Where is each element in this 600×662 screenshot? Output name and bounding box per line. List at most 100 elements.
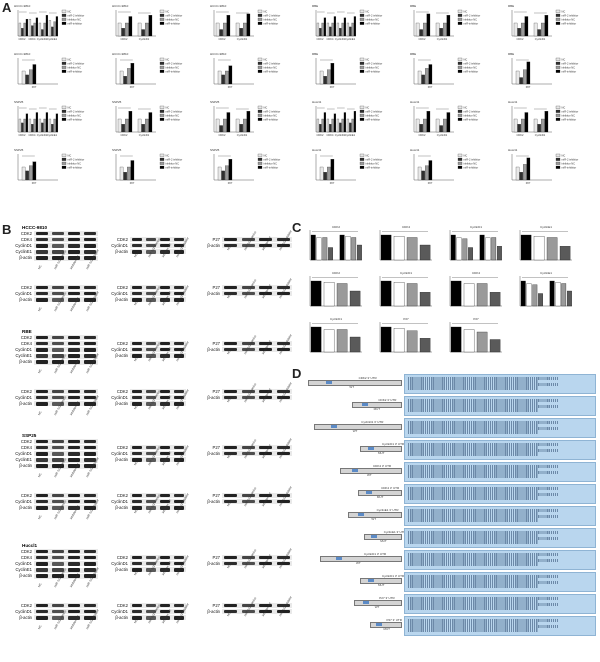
blot-band [224, 285, 238, 290]
blot-band [145, 609, 157, 614]
panel-a-legend-label: miR-inhibitor [366, 117, 381, 121]
panel-a-bar [446, 15, 451, 37]
panel-a-bar [51, 124, 54, 133]
panel-a-bar [38, 118, 42, 133]
mid-small-blot-strip [130, 285, 186, 290]
left-small-blot-strip [34, 297, 98, 303]
blot-band [83, 609, 97, 614]
sequence-line [408, 420, 558, 424]
panel-a-legend-label: miR-inhibitor [464, 117, 479, 121]
panel-c-bar [323, 329, 335, 353]
blot-band [224, 603, 238, 608]
panel-a-bar [425, 68, 429, 85]
panel-a-bar [239, 124, 243, 133]
left-small-blot-strip [34, 615, 98, 621]
panel-a-bar [123, 76, 127, 85]
panel-a-legend-swatch [555, 65, 561, 69]
blot-band [83, 616, 97, 620]
blot-band [259, 395, 273, 400]
lane-label: NC [225, 453, 232, 460]
sequence-line [408, 379, 538, 384]
binding-site-marker [368, 578, 374, 582]
panel-a-legend-label: miR-inhibitor [464, 69, 479, 73]
blot-row-label: CyclinD1 [15, 608, 32, 614]
blot-band [241, 555, 255, 560]
blot-band [131, 237, 143, 242]
lane-label: NC [37, 513, 43, 520]
panel-a-bar [41, 122, 44, 133]
panel-a-legend-swatch [159, 65, 165, 69]
blot-row-label: P27 [212, 554, 220, 560]
blot-band [145, 603, 157, 608]
mid-blot-strip [130, 249, 186, 255]
panel-a-bar [428, 160, 433, 181]
panel-a-legend-swatch [61, 165, 67, 169]
panel-a-plot-title: Hucct1 [410, 100, 420, 104]
panel-c-bar [463, 283, 475, 307]
blot-band [67, 237, 81, 242]
left-blot-strip [34, 567, 98, 573]
panel-a-tick-label: CyclinD1 [437, 37, 448, 41]
panel-a-bar [225, 165, 229, 181]
panel-a-plot-title: SSP25 [210, 100, 220, 104]
panel-a-bar [219, 29, 223, 37]
right-blot-strip [222, 555, 292, 560]
panel-a-bar [323, 112, 327, 133]
panel-a-legend-swatch [359, 153, 365, 157]
blot-band [159, 402, 171, 406]
blot-row-label: CyclinD1 [111, 346, 128, 352]
panel-a-bar [346, 22, 350, 37]
panel-a-legend-label: inhibitor NC [464, 65, 478, 69]
panel-a-bar [319, 166, 324, 181]
blot-band [35, 354, 49, 358]
site-label: MUT [383, 627, 391, 631]
blot-row-label: CDK4 [20, 236, 32, 242]
sequence-line [408, 625, 558, 629]
blot-band [83, 389, 97, 394]
blot-row-label: β-actin [115, 614, 128, 620]
panel-a-legend-label: NC [68, 9, 72, 13]
panel-a-legend-label: inhibitor NC [562, 65, 576, 69]
panel-a-legend-label: miR-2 inhibitor [366, 61, 383, 65]
blot-band [241, 603, 255, 608]
blot-band [51, 464, 65, 468]
panel-a-legend-swatch [257, 117, 263, 121]
blot-band [51, 445, 65, 450]
panel-a-bar [353, 111, 357, 133]
sequence-line [408, 474, 538, 478]
site-label: MUT [378, 583, 385, 587]
blot-band [173, 616, 185, 620]
blot-band [131, 250, 143, 254]
right-small-blot-strip [222, 499, 292, 505]
panel-a-bar [419, 124, 423, 133]
blot-band [35, 231, 49, 236]
panel-a-tick-label: CyclinD1 [437, 133, 448, 137]
left-blot-strip [34, 445, 98, 451]
blot-band [159, 458, 171, 462]
panel-a-bar [513, 118, 518, 133]
panel-a-plot-title: SSP25 [210, 148, 220, 152]
sequence-alignment-box [404, 572, 596, 592]
sequence-line [408, 452, 538, 456]
panel-a-legend-label: miR-2 inhibitor [264, 13, 281, 17]
panel-a-plot-title: RBE [410, 52, 416, 56]
panel-a-plot-title: RBE [312, 4, 318, 8]
blot-row-label: CDK2 [116, 444, 128, 450]
blot-band [35, 341, 49, 346]
panel-a-legend-label: miR-2 inhibitor [166, 13, 183, 17]
blot-band [35, 244, 49, 248]
panel-a-legend-swatch [257, 105, 263, 109]
panel-a-bar [323, 172, 327, 181]
panel-a-bar [23, 22, 26, 37]
sequence-line [408, 442, 558, 446]
panel-a-bar [336, 22, 340, 37]
panel-a-legend-label: miR-2 inhibitor [464, 109, 481, 113]
blot-band [173, 568, 185, 572]
panel-a-bar [425, 165, 429, 181]
blot-band [173, 603, 185, 608]
panel-a-bar [141, 124, 145, 133]
panel-a-tick-label: CyclinD1 [37, 133, 48, 137]
left-blot-strip [34, 231, 98, 236]
